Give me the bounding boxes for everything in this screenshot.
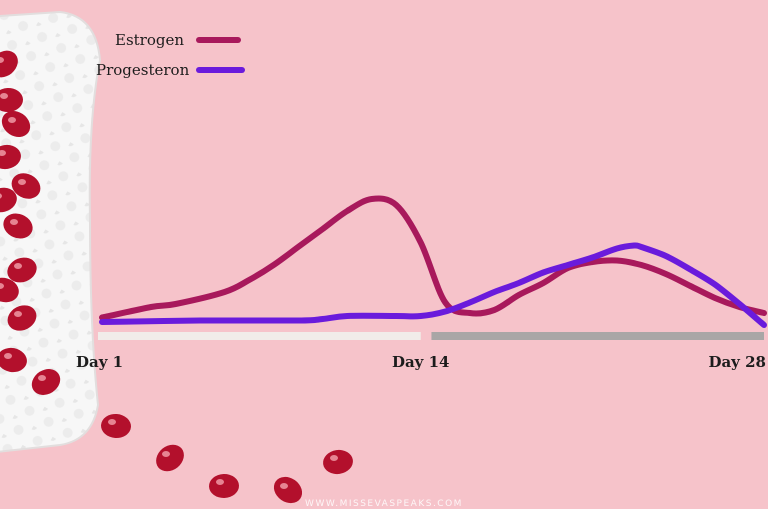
pomegranate-seed bbox=[156, 444, 184, 472]
legend-item-progesteron: Progesteron bbox=[96, 61, 245, 79]
pomegranate-seed bbox=[11, 173, 41, 199]
legend-label-progesteron: Progesteron bbox=[96, 61, 190, 79]
pomegranate-seed bbox=[0, 347, 27, 373]
phase-bars bbox=[98, 332, 764, 340]
series-line-estrogen bbox=[99, 195, 767, 321]
watermark: WWW.MISSEVASPEAKS.COM bbox=[305, 499, 463, 509]
series-lines bbox=[99, 195, 767, 328]
pomegranate-seed bbox=[0, 50, 18, 78]
pomegranate-seed bbox=[0, 144, 21, 170]
pomegranate-seed bbox=[7, 305, 37, 331]
pomegranate-seed bbox=[1, 110, 31, 138]
legend-item-estrogen: Estrogen bbox=[115, 31, 241, 49]
pomegranate-seed bbox=[31, 369, 61, 395]
pomegranate-seed bbox=[0, 187, 17, 213]
phase-bar-1 bbox=[98, 332, 421, 340]
pomegranate-seed bbox=[3, 213, 33, 239]
series-line-progesteron bbox=[99, 242, 767, 328]
x-tick-labels: Day 1 Day 14 Day 28 bbox=[76, 353, 766, 371]
pomegranate-seed bbox=[101, 413, 131, 439]
pomegranate-seed bbox=[7, 257, 37, 283]
x-tick-label-day-14: Day 14 bbox=[392, 353, 450, 371]
pomegranate-seed bbox=[209, 473, 239, 499]
pomegranate-seeds bbox=[0, 50, 353, 504]
pomegranate-seed bbox=[273, 476, 303, 504]
pomegranate-seed bbox=[0, 277, 19, 303]
pomegranate-seed bbox=[323, 449, 353, 475]
phase-bar-2 bbox=[431, 332, 764, 340]
x-tick-label-day-28: Day 28 bbox=[708, 353, 766, 371]
x-tick-label-day-1: Day 1 bbox=[76, 353, 123, 371]
legend-label-estrogen: Estrogen bbox=[115, 31, 184, 49]
chart-legend: Estrogen Progesteron bbox=[96, 31, 245, 79]
pomegranate-seed bbox=[0, 87, 23, 113]
